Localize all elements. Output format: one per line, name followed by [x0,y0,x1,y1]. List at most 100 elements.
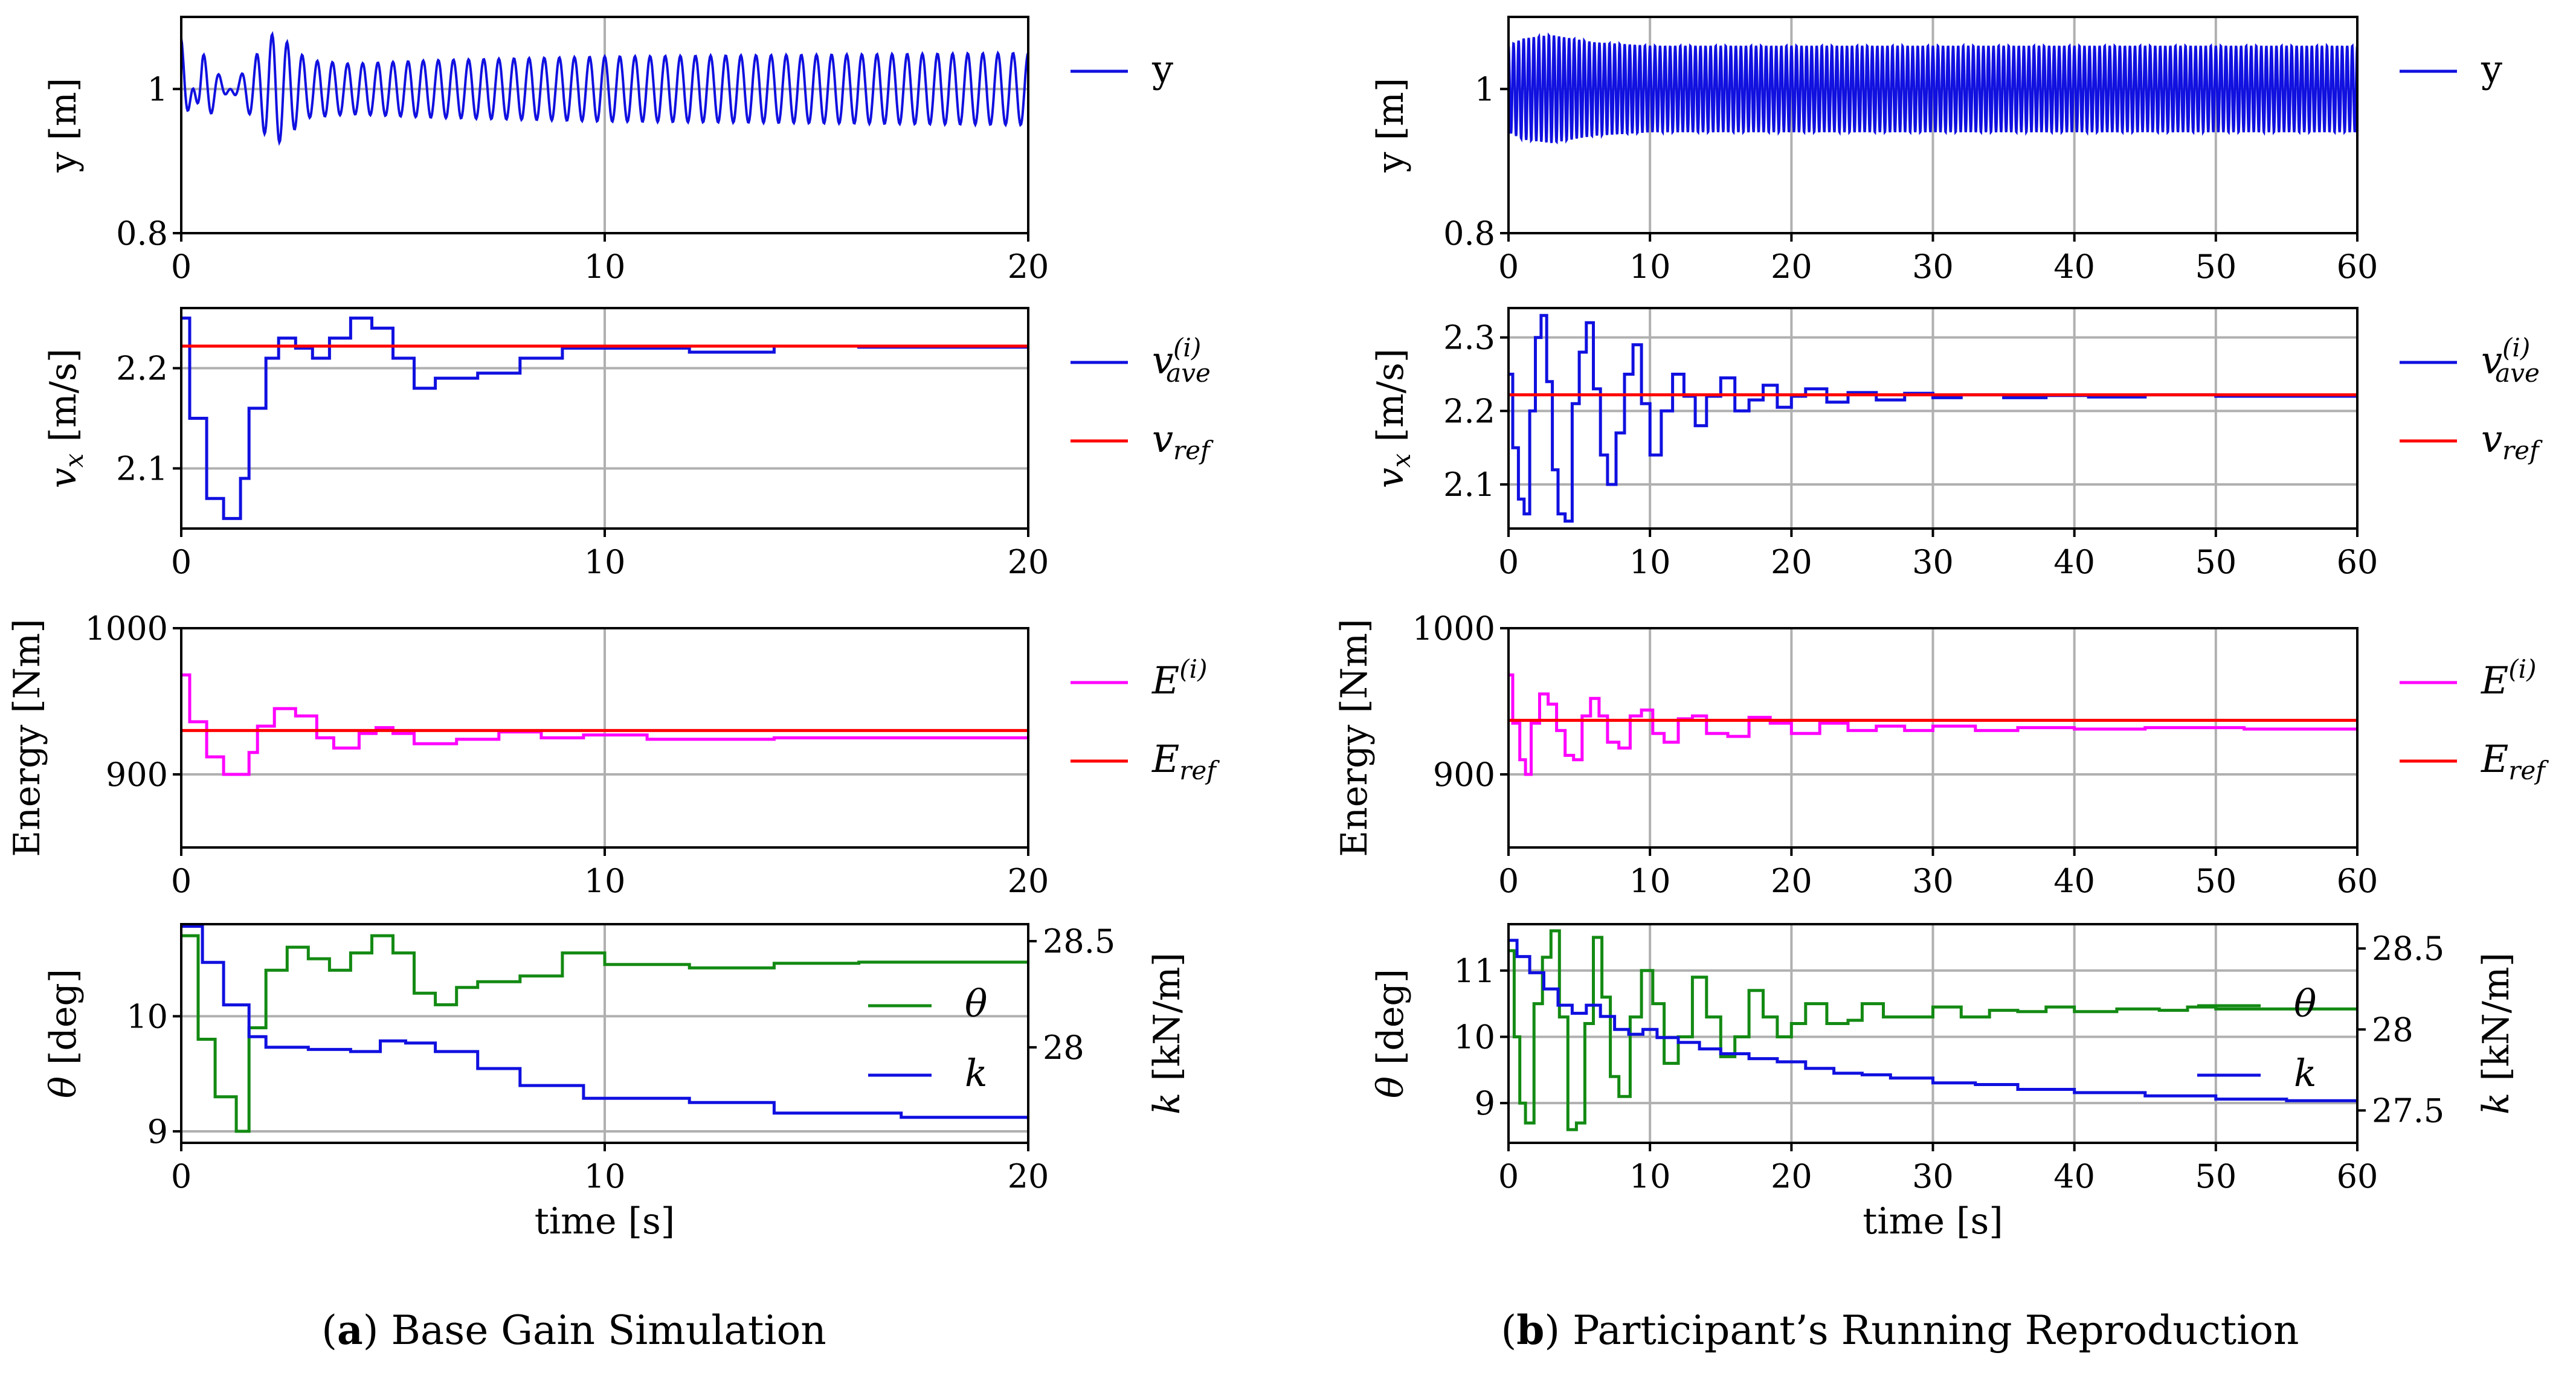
y-tick-label: 2.2 [116,350,168,388]
series-group [181,31,1028,146]
y-axis-label: θ [deg] [42,969,85,1098]
series-group [1509,929,2357,1131]
legend-label: k [2294,1051,2317,1095]
legend-label: Eref [2481,737,2549,785]
series-line [181,934,1028,1133]
x-tick-label: 40 [2053,543,2095,581]
y-tick-label: 0.8 [1443,214,1495,252]
series-group [1509,32,2357,145]
y-axis-label: θ [deg] [1370,969,1412,1098]
panel-a_v: 0 10 20 2.1 2.2 vx [m/s] v(i) ave vref [42,307,1214,581]
caption-a: (a) Base Gain Simulation [321,1307,826,1354]
x-tick-label: 50 [2195,862,2236,900]
legend-label: vref [1152,417,1214,465]
y-tick-label: 2.3 [1443,319,1495,357]
x-tick-label: 30 [1912,248,1954,286]
legend-label: E(i) [1151,654,1207,702]
panel-b_t: 0 10 20 30 40 50 60 9 10 11 27.5 28 28.5 k [kN/m] θ [d… [1370,923,2517,1243]
y-tick-label: 1 [1475,70,1495,108]
x-tick-label: 0 [171,862,192,900]
y-tick-label: 9 [1475,1084,1495,1122]
x-tick-label: 0 [1498,248,1519,286]
x-tick-label: 10 [1629,1157,1671,1195]
series-group [181,673,1028,776]
panel-a_t: 0 10 20 9 10 28 28.5 k [kN/m] θ [deg] time [s] θk [42,922,1188,1243]
caption-b-letter: b [1516,1307,1544,1354]
series-line [1509,929,2357,1131]
x-tick-label: 20 [1008,248,1049,286]
y-axis-label: vx [m/s] [1370,349,1416,488]
y-tick-label: 1000 [1412,609,1495,648]
x-tick-label: 0 [1498,862,1519,900]
y-axis-label: y [m] [42,78,85,173]
x-tick-label: 20 [1771,862,1812,900]
series-line [1509,673,2357,776]
y-tick-label: 900 [106,756,168,794]
series-line [181,673,1028,776]
y-tick-label: 2.1 [116,449,168,487]
y2-axis-label: k [kN/m] [1146,953,1188,1114]
series-line [181,925,1028,1120]
x-tick-label: 0 [1498,1157,1519,1195]
legend-label: θ [965,982,987,1026]
panel-b_y: 0 10 20 30 40 50 60 0.8 1 y [m] y [1370,16,2502,286]
y-tick-label: 1 [147,70,168,108]
legend-label: θ [2294,982,2316,1026]
panel-b_v: 0 10 20 30 40 50 60 2.1 2.2 2.3 vx [m/s] v(i) ave vre… [1370,307,2543,581]
y-axis-label: vx [m/s] [42,349,89,488]
x-tick-label: 20 [1008,1157,1049,1195]
legend-label: Eref [1151,737,1220,785]
caption-a-letter: a [337,1307,363,1354]
y-tick-label: 2.2 [1443,392,1495,430]
x-axis-label: time [s] [1863,1200,2003,1243]
panels: 0 10 200.81y [m]y0 10 202.12.2vx [m/s] v(i) av… [6,16,2549,1243]
caption-a-text: Base Gain Simulation [391,1307,826,1354]
x-tick-label: 50 [2195,1157,2236,1195]
x-tick-label: 10 [584,862,626,900]
panel-a_e: 0 10 20 900 1000 Energy [Nm] E(i) Eref [6,609,1220,900]
x-tick-label: 60 [2337,862,2378,900]
x-tick-label: 20 [1008,543,1049,581]
svg-text:(b) Participant’s Running Repr: (b) Participant’s Running Reproduction [1501,1307,2299,1354]
x-tick-label: 50 [2195,543,2236,581]
y-axis-label: y [m] [1370,78,1412,173]
y-tick-label: 0.8 [116,214,168,252]
x-tick-label: 30 [1912,543,1954,581]
legend-label: v(i) ave [2481,333,2540,388]
y-tick-label: 9 [147,1113,168,1151]
series-group [181,317,1028,520]
x-tick-label: 30 [1912,862,1954,900]
x-tick-label: 60 [2337,248,2378,286]
x-tick-label: 10 [1629,862,1671,900]
x-tick-label: 20 [1771,1157,1812,1195]
y2-tick-label: 28 [1043,1029,1084,1067]
svg-text:(a) Base Gain Simulation: (a) Base Gain Simulation [321,1307,826,1354]
y-tick-label: 1000 [85,609,168,648]
y-axis-label: Energy [Nm] [6,619,48,857]
x-tick-label: 50 [2195,248,2236,286]
x-tick-label: 10 [1629,543,1671,581]
legend-label: y [1151,47,1173,91]
x-tick-label: 20 [1771,543,1812,581]
x-tick-label: 10 [584,248,626,286]
y2-tick-label: 28.5 [2372,930,2444,968]
legend-label: y [2481,47,2502,91]
y2-axis-label: k [kN/m] [2475,953,2517,1114]
x-tick-label: 40 [2053,862,2095,900]
x-tick-label: 0 [171,248,192,286]
y2-tick-label: 27.5 [2372,1091,2444,1130]
x-tick-label: 0 [171,1157,192,1195]
panel-b_e: 0 10 20 30 40 50 60 900 1000 Energy [Nm] E(i) Eref [1333,609,2549,900]
x-tick-label: 40 [2053,1157,2095,1195]
series-line [1509,939,2357,1102]
x-axis-label: time [s] [535,1200,675,1243]
series-group [1509,673,2357,776]
series-group [1509,313,2357,523]
x-tick-label: 10 [584,543,626,581]
panel-a_y: 0 10 20 0.8 1 y [m] y [42,16,1173,286]
legend-label: k [965,1051,988,1095]
caption-b: (b) Participant’s Running Reproduction [1501,1307,2299,1354]
series-group [181,925,1028,1133]
legend-label: v(i) ave [1152,333,1211,388]
